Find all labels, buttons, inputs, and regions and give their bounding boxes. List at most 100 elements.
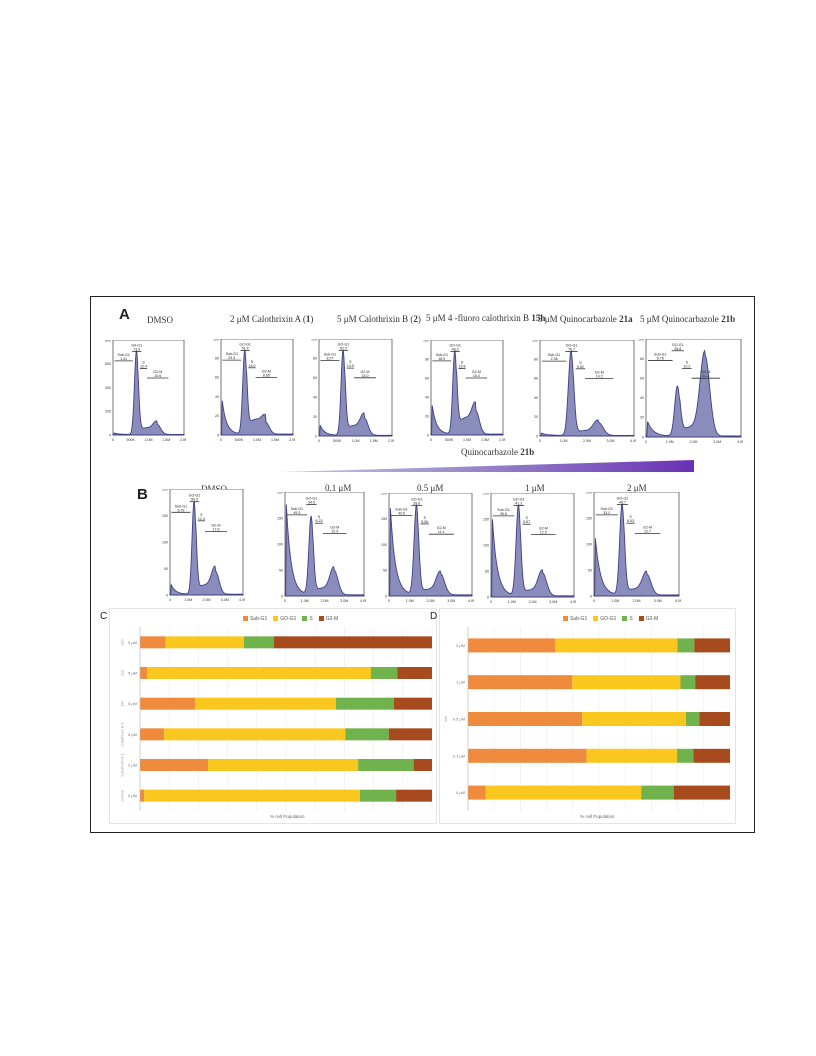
x-tick-label: 0 bbox=[645, 440, 647, 444]
histogram-frame bbox=[593, 492, 680, 597]
histogram-area bbox=[645, 349, 742, 438]
y-tick-label: 100 bbox=[381, 543, 387, 547]
gate-value: 16.3 bbox=[473, 374, 480, 378]
legend-item: S bbox=[622, 616, 633, 622]
x-tick-label: 0 bbox=[112, 438, 114, 442]
gate-name: S bbox=[251, 360, 254, 364]
group-label: 21b bbox=[444, 716, 448, 722]
x-tick-label: 3.0M bbox=[340, 599, 348, 603]
y-tick-label: 150 bbox=[381, 517, 387, 521]
category-label: 5 μM bbox=[128, 671, 137, 676]
gate-value: 48.2 bbox=[452, 347, 459, 351]
y-tick-label: 100 bbox=[638, 339, 644, 341]
y-tick-label: 20 bbox=[215, 414, 219, 418]
gate-name: Sub-G1 bbox=[436, 353, 448, 357]
x-tick-label: 2.0M bbox=[583, 439, 591, 443]
legend-label: Sub-G1 bbox=[570, 616, 588, 622]
gate-name: S bbox=[142, 361, 145, 365]
y-tick-label: 100 bbox=[213, 339, 219, 341]
gate-value: 41.3 bbox=[515, 501, 522, 505]
x-tick-label: 2.0M bbox=[203, 598, 211, 602]
legend-swatch bbox=[563, 616, 568, 622]
x-tick-label: 3.0M bbox=[221, 598, 229, 602]
gate-name: S bbox=[579, 361, 582, 365]
bar-segment-sub-g1 bbox=[468, 638, 555, 653]
group-label: Calothrixin B 2 bbox=[121, 723, 125, 746]
gate-value: 62.0 bbox=[340, 347, 347, 351]
y-tick-label: 40 bbox=[313, 396, 317, 400]
gate-name: G2-M bbox=[701, 370, 710, 374]
y-tick-label: 100 bbox=[277, 542, 283, 546]
gate-name: Sub-G1 bbox=[601, 507, 613, 511]
x-tick-label: 2.0M bbox=[690, 440, 698, 444]
bar-segment-sub-g1 bbox=[468, 675, 573, 690]
x-tick-label: 2.0M bbox=[499, 438, 505, 442]
bar-segment-go-g1 bbox=[144, 789, 360, 802]
gate-name: GO-G1 bbox=[338, 343, 350, 347]
panel-c-legend: Sub-G1 GO-G1 S G2-M bbox=[240, 616, 341, 622]
panel-b-title-4: 2 μM bbox=[627, 483, 647, 493]
panel-c-xlabel: % cell Population bbox=[270, 814, 305, 819]
bar-segment-s bbox=[641, 785, 674, 800]
x-tick-label: 0 bbox=[220, 438, 222, 442]
y-tick-label: 200 bbox=[586, 492, 592, 494]
y-tick-label: 20 bbox=[534, 415, 538, 419]
gate-value: 17.6 bbox=[212, 527, 219, 531]
y-tick-label: 200 bbox=[381, 493, 387, 495]
group-label: 21a bbox=[121, 670, 125, 676]
histogram-frame bbox=[318, 339, 393, 437]
bar-segment-g2-m bbox=[413, 759, 432, 771]
panel-c: C Sub-G1 GO-G1 S G2-M 5 μM 21b 5 μM 21a 5 μM 15h… bbox=[100, 608, 437, 824]
bar-segment-sub-g1 bbox=[140, 667, 148, 679]
y-tick-label: 150 bbox=[586, 516, 592, 520]
y-tick-label: 80 bbox=[640, 357, 644, 361]
y-tick-label: 0 bbox=[281, 594, 283, 598]
legend-item: S bbox=[302, 616, 313, 622]
gate-value: 6.53 bbox=[627, 519, 634, 523]
bar-segment-sub-g1 bbox=[140, 697, 196, 710]
y-tick-label: 0 bbox=[385, 594, 387, 598]
x-tick-label: 2.0M bbox=[289, 438, 295, 442]
gate-value: 10.2 bbox=[683, 364, 690, 368]
gate-value: 39.8 bbox=[500, 512, 507, 516]
x-tick-label: 1.0M bbox=[666, 440, 674, 444]
x-tick-label: 0 bbox=[169, 598, 171, 602]
y-tick-label: 40 bbox=[534, 396, 538, 400]
legend-label: S bbox=[629, 616, 633, 622]
bar-segment-go-g1 bbox=[164, 728, 346, 741]
gate-value: 14.2 bbox=[596, 374, 603, 378]
gate-value: 6.79 bbox=[177, 508, 184, 512]
gate-name: S bbox=[629, 515, 632, 519]
gate-value: 39.6 bbox=[413, 501, 420, 505]
y-tick-label: 40 bbox=[215, 395, 219, 399]
gate-value: 12.7 bbox=[644, 530, 651, 534]
bar-segment-g2-m bbox=[694, 638, 730, 653]
y-tick-label: 80 bbox=[313, 357, 317, 361]
y-tick-label: 400 bbox=[105, 386, 111, 390]
gate-value: 59.3 bbox=[191, 498, 198, 502]
panel-d-label: D bbox=[430, 611, 438, 622]
gate-value: 51.4 bbox=[242, 347, 249, 351]
x-tick-label: 3.0M bbox=[607, 439, 615, 443]
x-tick-label: 4.0M bbox=[675, 599, 681, 603]
histogram-area bbox=[284, 504, 365, 597]
gate-value: 51.3 bbox=[702, 374, 709, 378]
x-tick-label: 2.0M bbox=[633, 599, 641, 603]
gate-value: 34.5 bbox=[308, 500, 315, 504]
x-tick-label: 2.0M bbox=[529, 600, 537, 604]
bar-segment-go-g1 bbox=[147, 667, 371, 679]
gate-name: G2-M bbox=[330, 526, 339, 530]
panel-a-title-3: 5 μM 4 -fluoro calothrixin B 15h bbox=[426, 313, 546, 323]
x-tick-label: 4.0M bbox=[737, 440, 743, 444]
x-tick-label: 500K bbox=[235, 438, 244, 442]
category-label: 5 μM bbox=[128, 732, 137, 737]
y-tick-label: 200 bbox=[277, 492, 283, 494]
gate-name: GO-G1 bbox=[566, 344, 578, 348]
x-tick-label: 2.0M bbox=[321, 599, 329, 603]
gate-name: GO-G1 bbox=[617, 496, 629, 500]
legend-item: G2-M bbox=[638, 616, 658, 622]
x-tick-label: 1.0M bbox=[352, 439, 360, 443]
gate-name: G2-M bbox=[437, 526, 446, 530]
panel-a-title-2: 5 μM Calothrixin B (2) bbox=[337, 314, 421, 324]
